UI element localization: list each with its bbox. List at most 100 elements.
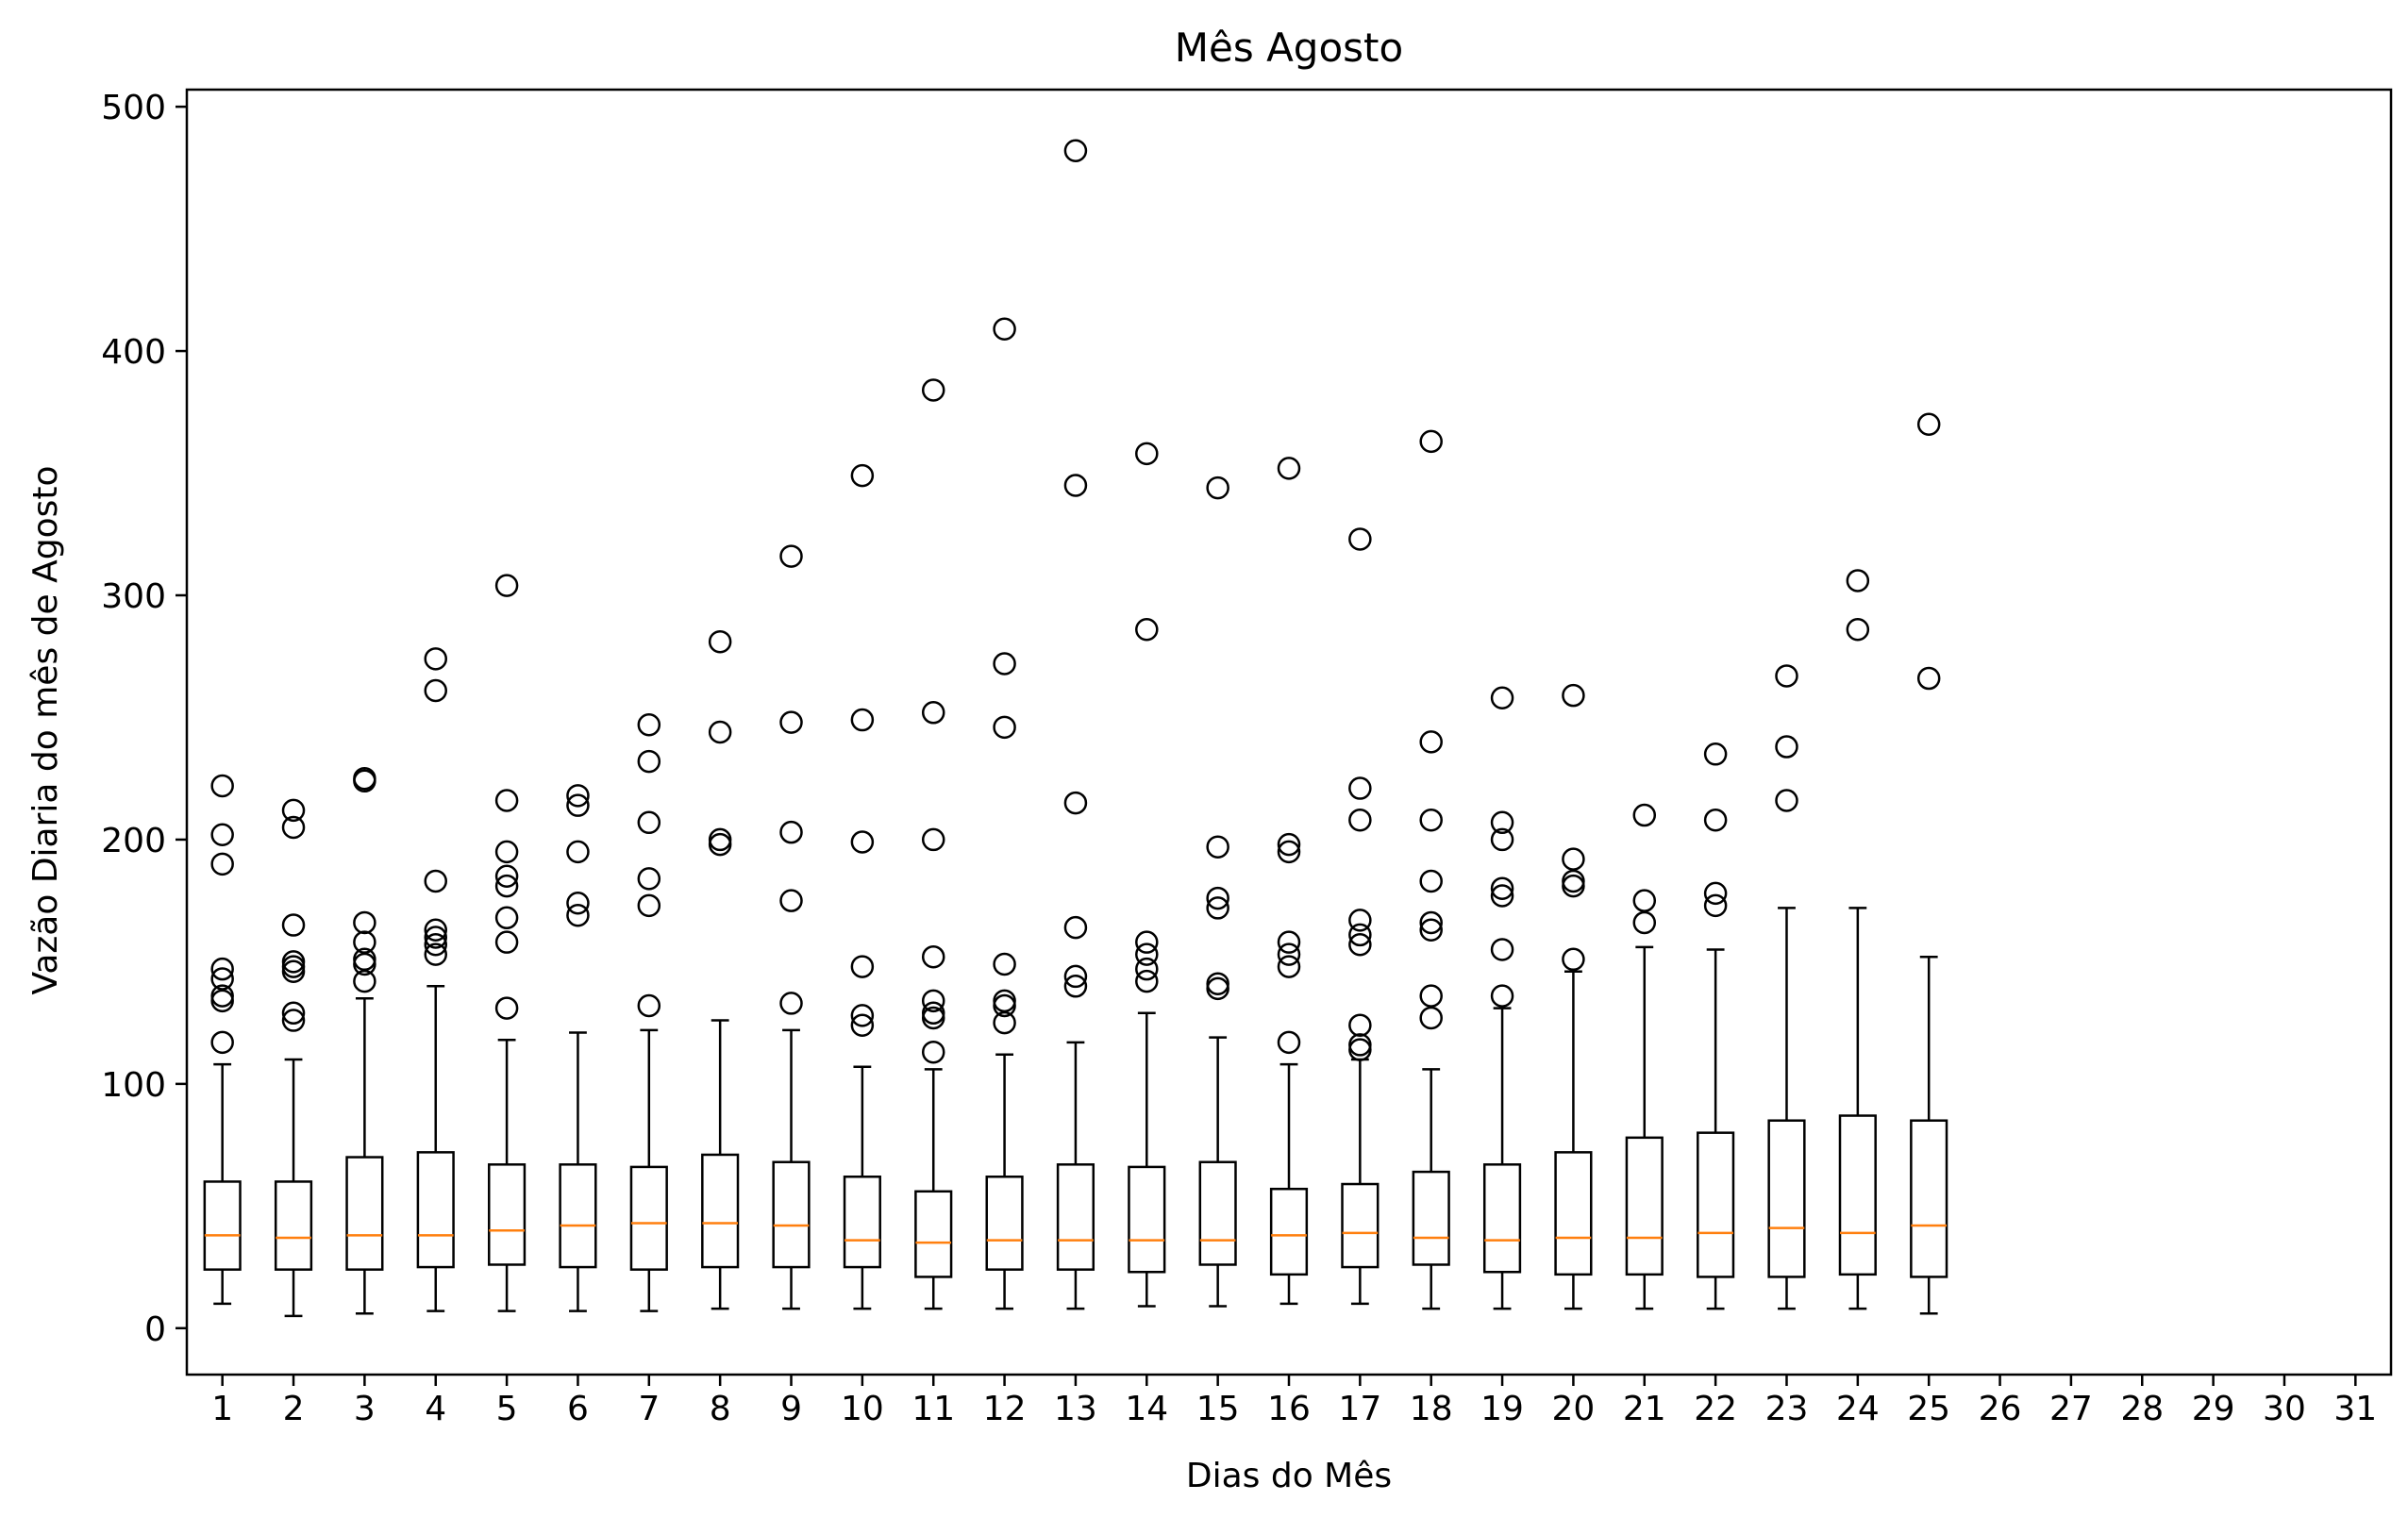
- flier-point: [1846, 617, 1870, 642]
- flier-point: [1775, 735, 1798, 759]
- box-iqr: [416, 1151, 455, 1269]
- box-day-13: [1056, 139, 1095, 1310]
- y-tick-label: 200: [101, 822, 166, 860]
- x-tick-label: 31: [2333, 1390, 2377, 1428]
- x-tick-label: 26: [1979, 1390, 2022, 1428]
- box-iqr: [1910, 1119, 1948, 1278]
- flier-point: [1419, 984, 1443, 1008]
- flier-point: [1063, 474, 1088, 497]
- flier-point: [1419, 808, 1443, 832]
- flier-point: [850, 1013, 875, 1037]
- flier-point: [1063, 791, 1088, 815]
- flier-point: [1703, 893, 1728, 918]
- box-day-21: [1625, 803, 1664, 1310]
- flier-point: [779, 710, 803, 734]
- flier-point: [1490, 984, 1514, 1008]
- box-day-11: [914, 378, 953, 1310]
- box-iqr: [629, 1165, 668, 1271]
- box-day-20: [1554, 683, 1593, 1310]
- flier-point: [1632, 803, 1657, 827]
- box-iqr: [1128, 1165, 1166, 1274]
- flier-point: [281, 815, 306, 840]
- box-iqr: [1625, 1136, 1664, 1276]
- flier-point: [1348, 776, 1372, 800]
- flier-point: [1206, 475, 1229, 500]
- x-tick-label: 25: [1907, 1390, 1950, 1428]
- flier-point: [353, 930, 376, 954]
- flier-point: [494, 930, 519, 954]
- box-iqr: [1697, 1131, 1735, 1278]
- x-tick-label: 11: [911, 1390, 955, 1428]
- box-day-19: [1482, 686, 1522, 1310]
- flier-point: [494, 864, 519, 889]
- flier-point: [1419, 918, 1443, 942]
- box-day-23: [1767, 664, 1806, 1310]
- flier-point: [850, 463, 875, 488]
- flier-point: [1135, 442, 1159, 466]
- flier-point: [566, 784, 590, 808]
- box-day-15: [1198, 475, 1237, 1308]
- flier-point: [1277, 942, 1301, 966]
- box-day-14: [1128, 442, 1166, 1308]
- flier-point: [1916, 666, 1941, 691]
- x-tick-label: 9: [780, 1390, 802, 1428]
- flier-point: [1490, 827, 1514, 852]
- flier-point: [210, 957, 234, 981]
- y-axis-label: Vazão Diaria do mês de Agosto: [26, 466, 65, 995]
- x-tick-label: 23: [1765, 1390, 1809, 1428]
- flier-point: [637, 749, 661, 774]
- flier-point: [708, 832, 732, 857]
- flier-point: [850, 708, 875, 732]
- flier-point: [281, 1009, 306, 1032]
- box-iqr: [345, 1156, 384, 1271]
- x-tick-label: 14: [1125, 1390, 1168, 1428]
- x-tick-label: 13: [1054, 1390, 1097, 1428]
- flier-point: [637, 993, 661, 1018]
- flier-point: [850, 1004, 875, 1027]
- flier-point: [1562, 874, 1585, 898]
- flier-point: [1632, 910, 1657, 935]
- flier-point: [993, 1010, 1016, 1035]
- x-tick-label: 18: [1410, 1390, 1453, 1428]
- flier-point: [921, 944, 945, 969]
- x-tick-label: 21: [1623, 1390, 1666, 1428]
- flier-point: [921, 827, 945, 852]
- flier-point: [1135, 942, 1159, 966]
- box-day-17: [1341, 527, 1380, 1306]
- flier-point: [353, 969, 376, 993]
- flier-point: [1348, 923, 1372, 947]
- box-iqr: [1341, 1182, 1380, 1269]
- y-tick-label: 0: [144, 1310, 166, 1349]
- flier-point: [210, 989, 234, 1013]
- flier-point: [921, 1040, 945, 1064]
- flier-point: [1277, 457, 1301, 480]
- flier-point: [566, 903, 590, 927]
- flier-point: [353, 766, 376, 791]
- flier-point: [424, 926, 447, 949]
- box-day-16: [1269, 457, 1309, 1306]
- flier-point: [993, 317, 1016, 342]
- flier-point: [566, 892, 590, 915]
- flier-point: [1490, 876, 1514, 900]
- chart-title: Mês Agosto: [1175, 25, 1403, 71]
- flier-point: [1703, 808, 1728, 832]
- flier-point: [1277, 840, 1301, 864]
- flier-point: [921, 1001, 945, 1026]
- flier-point: [921, 989, 945, 1013]
- box-iqr: [1482, 1163, 1522, 1274]
- flier-point: [1419, 429, 1443, 454]
- box-day-2: [274, 798, 313, 1318]
- flier-point: [1277, 1030, 1301, 1055]
- flier-point: [1348, 909, 1372, 932]
- x-tick-label: 6: [567, 1390, 589, 1428]
- box-day-6: [559, 784, 597, 1312]
- box-iqr: [985, 1176, 1024, 1271]
- flier-point: [424, 942, 447, 966]
- box-iqr: [1056, 1163, 1095, 1271]
- box-iqr: [914, 1190, 953, 1278]
- flier-point: [1206, 835, 1229, 859]
- box-iqr: [843, 1176, 881, 1269]
- flier-point: [1562, 869, 1585, 893]
- flier-point: [1206, 976, 1229, 1001]
